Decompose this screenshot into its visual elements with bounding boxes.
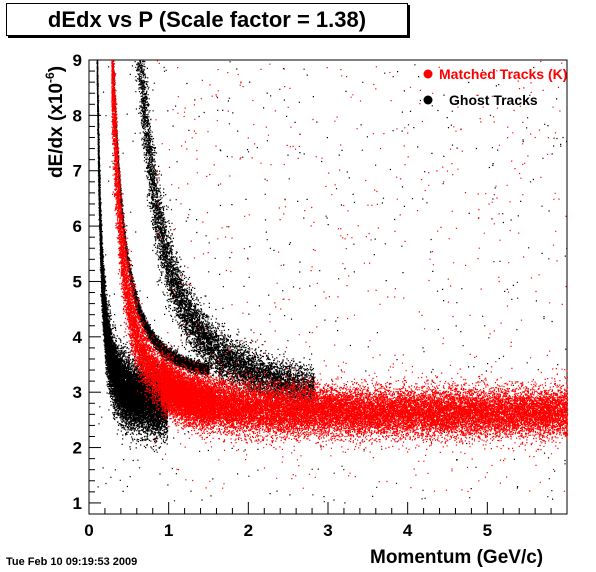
matched-tracks-points	[111, 60, 569, 493]
y-axis-title: dE/dx (x10-6)	[43, 66, 67, 178]
ghost-tracks-point-cloud	[134, 60, 315, 427]
x-tick-label: 2	[244, 521, 253, 540]
matched-tracks-point-cloud	[111, 60, 217, 443]
y-axis-title-exponent: -6	[43, 72, 57, 83]
legend: Matched Tracks (K) Ghost Tracks	[423, 66, 567, 108]
y-tick-label: 8	[73, 106, 82, 125]
legend-marker-ghost	[423, 95, 433, 105]
ghost-tracks-point-cloud	[111, 60, 210, 378]
y-tick-label: 3	[73, 383, 82, 402]
y-tick-label: 6	[73, 217, 82, 236]
y-tick-label: 7	[73, 162, 82, 181]
y-tick-label: 4	[73, 328, 83, 347]
x-tick-label: 5	[483, 521, 492, 540]
x-tick-label: 3	[323, 521, 332, 540]
timestamp: Tue Feb 10 09:19:53 2009	[6, 556, 138, 568]
y-tick-label: 1	[73, 494, 82, 513]
plot-frame	[88, 59, 568, 515]
axis-ticks	[88, 59, 568, 514]
chart-title: dEdx vs P (Scale factor = 1.38)	[6, 3, 408, 36]
legend-label-matched: Matched Tracks (K)	[439, 66, 567, 82]
y-axis-title-close: )	[46, 66, 67, 72]
legend-marker-matched	[423, 69, 433, 79]
y-tick-label: 2	[73, 439, 82, 458]
x-tick-label: 1	[164, 521, 173, 540]
x-axis-title: Momentum (GeV/c)	[370, 547, 543, 568]
ghost-tracks-points	[96, 60, 568, 504]
legend-label-ghost: Ghost Tracks	[449, 92, 538, 108]
x-tick-label: 4	[403, 521, 413, 540]
y-tick-label: 5	[73, 272, 82, 291]
x-tick-label: 0	[84, 521, 93, 540]
y-axis-title-main: dE/dx (x10	[46, 83, 67, 178]
ghost-tracks-point-cloud	[96, 60, 169, 462]
matched-tracks-point-cloud	[160, 344, 569, 461]
svg-text:dE/dx (x10-6): dE/dx (x10-6)	[43, 66, 67, 178]
y-tick-label: 9	[73, 51, 82, 70]
